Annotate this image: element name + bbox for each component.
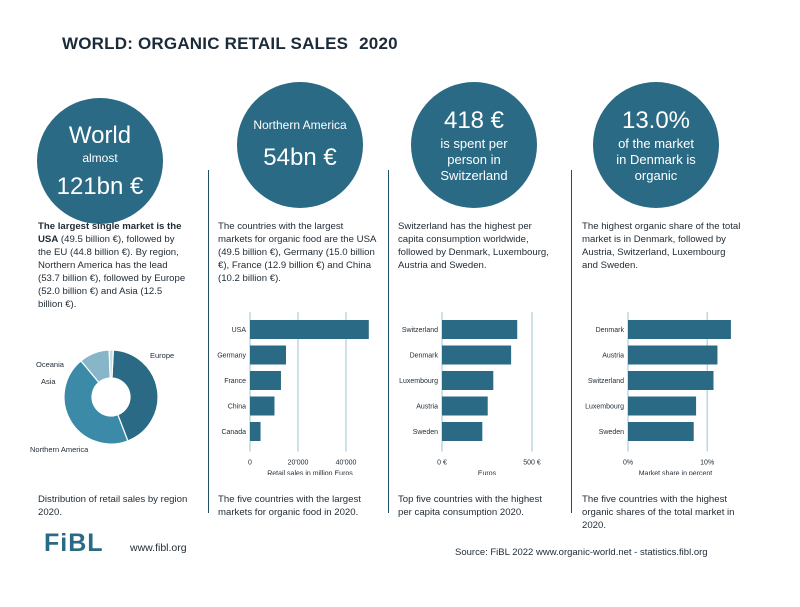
page-title: WORLD: ORGANIC RETAIL SALES 2020 bbox=[62, 34, 398, 54]
title-year: 2020 bbox=[359, 34, 398, 53]
bar-chart-market-share: 0% 10% Denmark Austria Switzerland Luxembourg… bbox=[585, 312, 731, 476]
circle-na-label: Northern America bbox=[253, 117, 347, 132]
category-label-denmark: Denmark bbox=[596, 327, 625, 334]
circle-world-label: World bbox=[68, 121, 132, 149]
category-label-luxembourg: Luxembourg bbox=[585, 404, 624, 411]
x-axis-label: Euros bbox=[478, 471, 497, 476]
circle-dk-line3: in Denmark is bbox=[616, 152, 696, 167]
circle-ch-value: 418 € bbox=[443, 107, 505, 134]
tick-label-20-000: 20'000 bbox=[288, 460, 309, 467]
donut-label-europe: Europe bbox=[150, 351, 174, 360]
footer-url-link[interactable]: www.fibl.org bbox=[130, 542, 187, 554]
category-label-sweden: Sweden bbox=[413, 429, 438, 436]
bar-usa bbox=[250, 320, 369, 339]
tick-label-0: 0 € bbox=[437, 460, 447, 467]
category-label-usa: USA bbox=[232, 327, 247, 334]
description-per-capita: Switzerland has the highest per capita c… bbox=[398, 221, 549, 271]
caption-market-share: The five countries with the highest orga… bbox=[582, 494, 735, 531]
donut-label-oceania: Oceania bbox=[36, 360, 65, 369]
bar-denmark bbox=[628, 320, 731, 339]
divider-3 bbox=[571, 170, 572, 513]
bar-sweden bbox=[442, 422, 483, 441]
divider-1 bbox=[208, 170, 209, 513]
donut-slice-northern-america bbox=[63, 360, 129, 445]
tick-label-40-000: 40'000 bbox=[336, 460, 357, 467]
caption-largest-markets: The five countries with the largest mark… bbox=[218, 494, 361, 518]
circle-ch-line4: Switzerland bbox=[440, 168, 508, 183]
circle-northern-america: Northern America 54bn € bbox=[237, 82, 363, 208]
bar-sweden bbox=[628, 422, 694, 441]
bar-denmark bbox=[442, 345, 512, 365]
circle-na-value: 54bn € bbox=[263, 143, 337, 171]
category-label-canada: Canada bbox=[221, 429, 246, 436]
bar-switzerland bbox=[442, 320, 518, 339]
footer-source: Source: FiBL 2022 www.organic-world.net … bbox=[455, 547, 708, 558]
circle-world: World almost 121bn € bbox=[37, 98, 163, 224]
bar-switzerland bbox=[628, 371, 714, 390]
category-label-china: China bbox=[228, 404, 246, 411]
bar-canada bbox=[250, 422, 261, 441]
bar-austria bbox=[628, 345, 718, 365]
category-label-denmark: Denmark bbox=[410, 353, 439, 360]
circle-world-value: 121bn € bbox=[56, 172, 144, 200]
circle-dk-line2: of the market bbox=[618, 136, 694, 151]
category-label-sweden: Sweden bbox=[599, 429, 624, 436]
fibl-logo: FiBL bbox=[44, 529, 104, 557]
description-market-share: The highest organic share of the total m… bbox=[582, 221, 741, 271]
category-label-france: France bbox=[224, 378, 246, 385]
caption-distribution: Distribution of retail sales by region 2… bbox=[38, 494, 188, 518]
bar-france bbox=[250, 371, 281, 390]
donut-slice-europe bbox=[111, 349, 159, 442]
circle-denmark: 13.0% of the market in Denmark is organi… bbox=[593, 82, 719, 208]
tick-label-0: 0 bbox=[248, 460, 252, 467]
tick-label-500: 500 € bbox=[523, 460, 541, 467]
description-world: The largest single market is the USA (49… bbox=[38, 220, 188, 311]
description-world-rest: (49.5 billion €), followed by the EU (44… bbox=[38, 234, 186, 310]
bar-luxembourg bbox=[442, 371, 494, 390]
tick-label-0: 0% bbox=[623, 460, 633, 467]
donut-slice-oceania bbox=[108, 349, 114, 379]
caption-per-capita: Top five countries with the highest per … bbox=[398, 494, 542, 518]
category-label-germany: Germany bbox=[217, 353, 246, 360]
tick-label-10: 10% bbox=[700, 460, 714, 467]
circle-world-qualifier: almost bbox=[82, 150, 118, 165]
category-label-switzerland: Switzerland bbox=[588, 378, 624, 385]
title-main: WORLD: ORGANIC RETAIL SALES bbox=[62, 34, 349, 53]
bar-austria bbox=[442, 396, 488, 416]
bar-germany bbox=[250, 345, 286, 365]
circle-dk-line4: organic bbox=[634, 168, 678, 183]
category-label-austria: Austria bbox=[602, 353, 624, 360]
circle-ch-line2: is spent per bbox=[440, 136, 508, 151]
category-label-switzerland: Switzerland bbox=[402, 327, 438, 334]
circle-switzerland: 418 € is spent per person in Switzerland bbox=[411, 82, 537, 208]
x-axis-label: Retail sales in million Euros bbox=[267, 471, 353, 476]
category-label-austria: Austria bbox=[416, 404, 438, 411]
circle-ch-line3: person in bbox=[447, 152, 501, 167]
bar-chart-per-capita: 0 € 500 € Switzerland Denmark Luxembourg Aust… bbox=[399, 312, 541, 476]
bar-chart-largest-markets: 0 20'000 40'000 USA Germany France China Canada… bbox=[217, 312, 369, 476]
category-label-luxembourg: Luxembourg bbox=[399, 378, 438, 385]
donut-label-northern-america: Northern America bbox=[30, 445, 89, 454]
description-world-bold: The largest single market is the USA bbox=[38, 221, 182, 245]
x-axis-label: Market share in percent bbox=[639, 471, 713, 476]
circle-dk-value: 13.0% bbox=[621, 107, 691, 134]
bar-china bbox=[250, 396, 275, 416]
donut-label-asia: Asia bbox=[41, 377, 56, 386]
description-largest-markets: The countries with the largest markets f… bbox=[218, 221, 376, 284]
divider-2 bbox=[388, 170, 389, 513]
bar-luxembourg bbox=[628, 396, 697, 416]
donut-chart: Europe Northern America Asia Oceania bbox=[30, 349, 174, 454]
